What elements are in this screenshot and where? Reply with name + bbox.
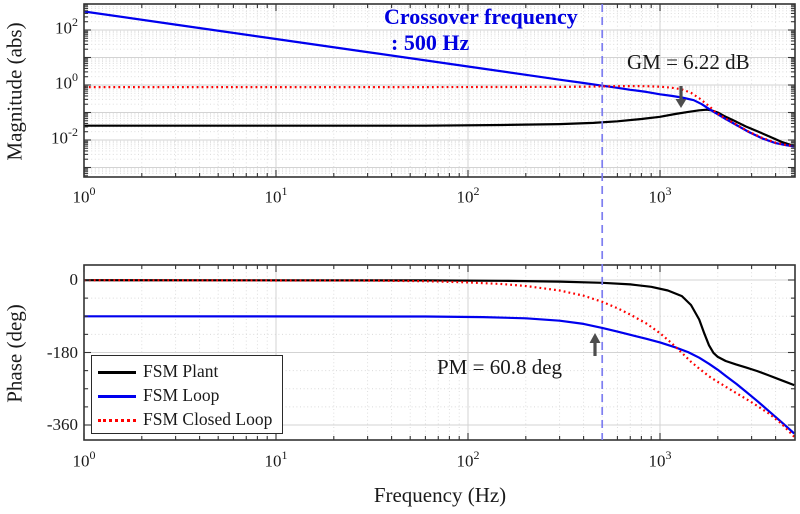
pm-arrow: [589, 333, 601, 356]
magnitude-plot: [83, 4, 795, 177]
gm-arrow: [675, 86, 687, 108]
